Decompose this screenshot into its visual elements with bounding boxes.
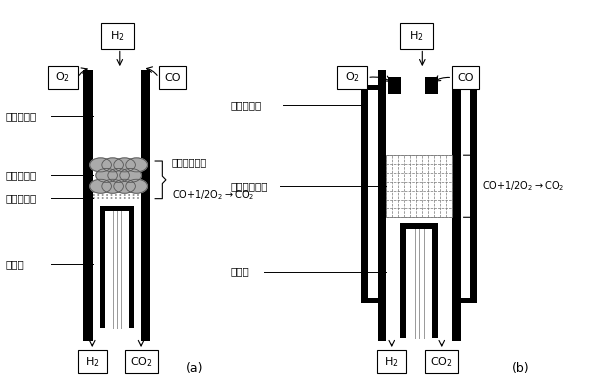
Bar: [400, 225, 406, 338]
Circle shape: [126, 158, 147, 172]
Circle shape: [96, 168, 117, 182]
Bar: [386, 70, 452, 341]
Text: (a): (a): [186, 362, 204, 375]
Text: (b): (b): [512, 362, 530, 375]
Bar: [337, 66, 367, 89]
Circle shape: [102, 158, 123, 172]
Bar: [425, 77, 438, 94]
Bar: [100, 206, 134, 211]
Circle shape: [114, 179, 135, 193]
Text: CO$_2$: CO$_2$: [430, 355, 453, 369]
Bar: [48, 66, 78, 89]
Text: CO+1/2O$_2$$\rightarrow$CO$_2$: CO+1/2O$_2$$\rightarrow$CO$_2$: [172, 189, 255, 202]
Text: H$_2$: H$_2$: [409, 29, 424, 43]
Bar: [400, 223, 438, 229]
Bar: [368, 90, 470, 298]
Text: H$_2$: H$_2$: [110, 29, 125, 43]
Text: 颗粒催化剂: 颗粒催化剂: [6, 170, 37, 180]
Circle shape: [90, 158, 111, 172]
Text: O$_2$: O$_2$: [344, 71, 360, 85]
Circle shape: [120, 168, 141, 182]
Bar: [105, 209, 129, 328]
Circle shape: [114, 158, 135, 172]
Bar: [432, 225, 438, 338]
Bar: [386, 155, 452, 217]
Text: 热电偶: 热电偶: [231, 267, 249, 277]
Bar: [141, 70, 150, 341]
Circle shape: [90, 179, 111, 193]
Bar: [83, 70, 93, 341]
Text: CO: CO: [458, 73, 474, 83]
Bar: [425, 350, 458, 373]
Bar: [377, 350, 406, 373]
Text: 整体式催化剂: 整体式催化剂: [172, 158, 207, 167]
Bar: [361, 85, 477, 90]
Circle shape: [126, 179, 147, 193]
Bar: [400, 23, 433, 48]
Text: CO+1/2O$_2$$\rightarrow$CO$_2$: CO+1/2O$_2$$\rightarrow$CO$_2$: [482, 179, 564, 193]
Text: O$_2$: O$_2$: [55, 71, 71, 85]
Text: H$_2$: H$_2$: [385, 355, 399, 369]
Bar: [452, 70, 461, 341]
Bar: [470, 85, 477, 303]
Text: 石英砂隔断: 石英砂隔断: [6, 193, 37, 203]
Bar: [388, 77, 401, 94]
Text: CO: CO: [164, 73, 180, 83]
Bar: [125, 350, 158, 373]
Bar: [159, 66, 186, 89]
Bar: [129, 208, 134, 328]
Text: 热电偶: 热电偶: [6, 259, 25, 269]
Text: 管式反应器: 管式反应器: [6, 111, 37, 121]
Bar: [361, 85, 368, 303]
Text: CO$_2$: CO$_2$: [129, 355, 153, 369]
Bar: [78, 350, 107, 373]
Bar: [101, 23, 134, 48]
Circle shape: [108, 168, 129, 182]
Text: 管式反应器: 管式反应器: [231, 100, 262, 110]
Bar: [378, 70, 386, 341]
Text: H$_2$: H$_2$: [85, 355, 99, 369]
Bar: [406, 227, 432, 338]
Circle shape: [102, 179, 123, 193]
Text: 整体式催化剂: 整体式催化剂: [231, 181, 268, 191]
Bar: [361, 298, 477, 303]
Bar: [93, 70, 141, 341]
Bar: [100, 208, 105, 328]
Bar: [452, 66, 479, 89]
